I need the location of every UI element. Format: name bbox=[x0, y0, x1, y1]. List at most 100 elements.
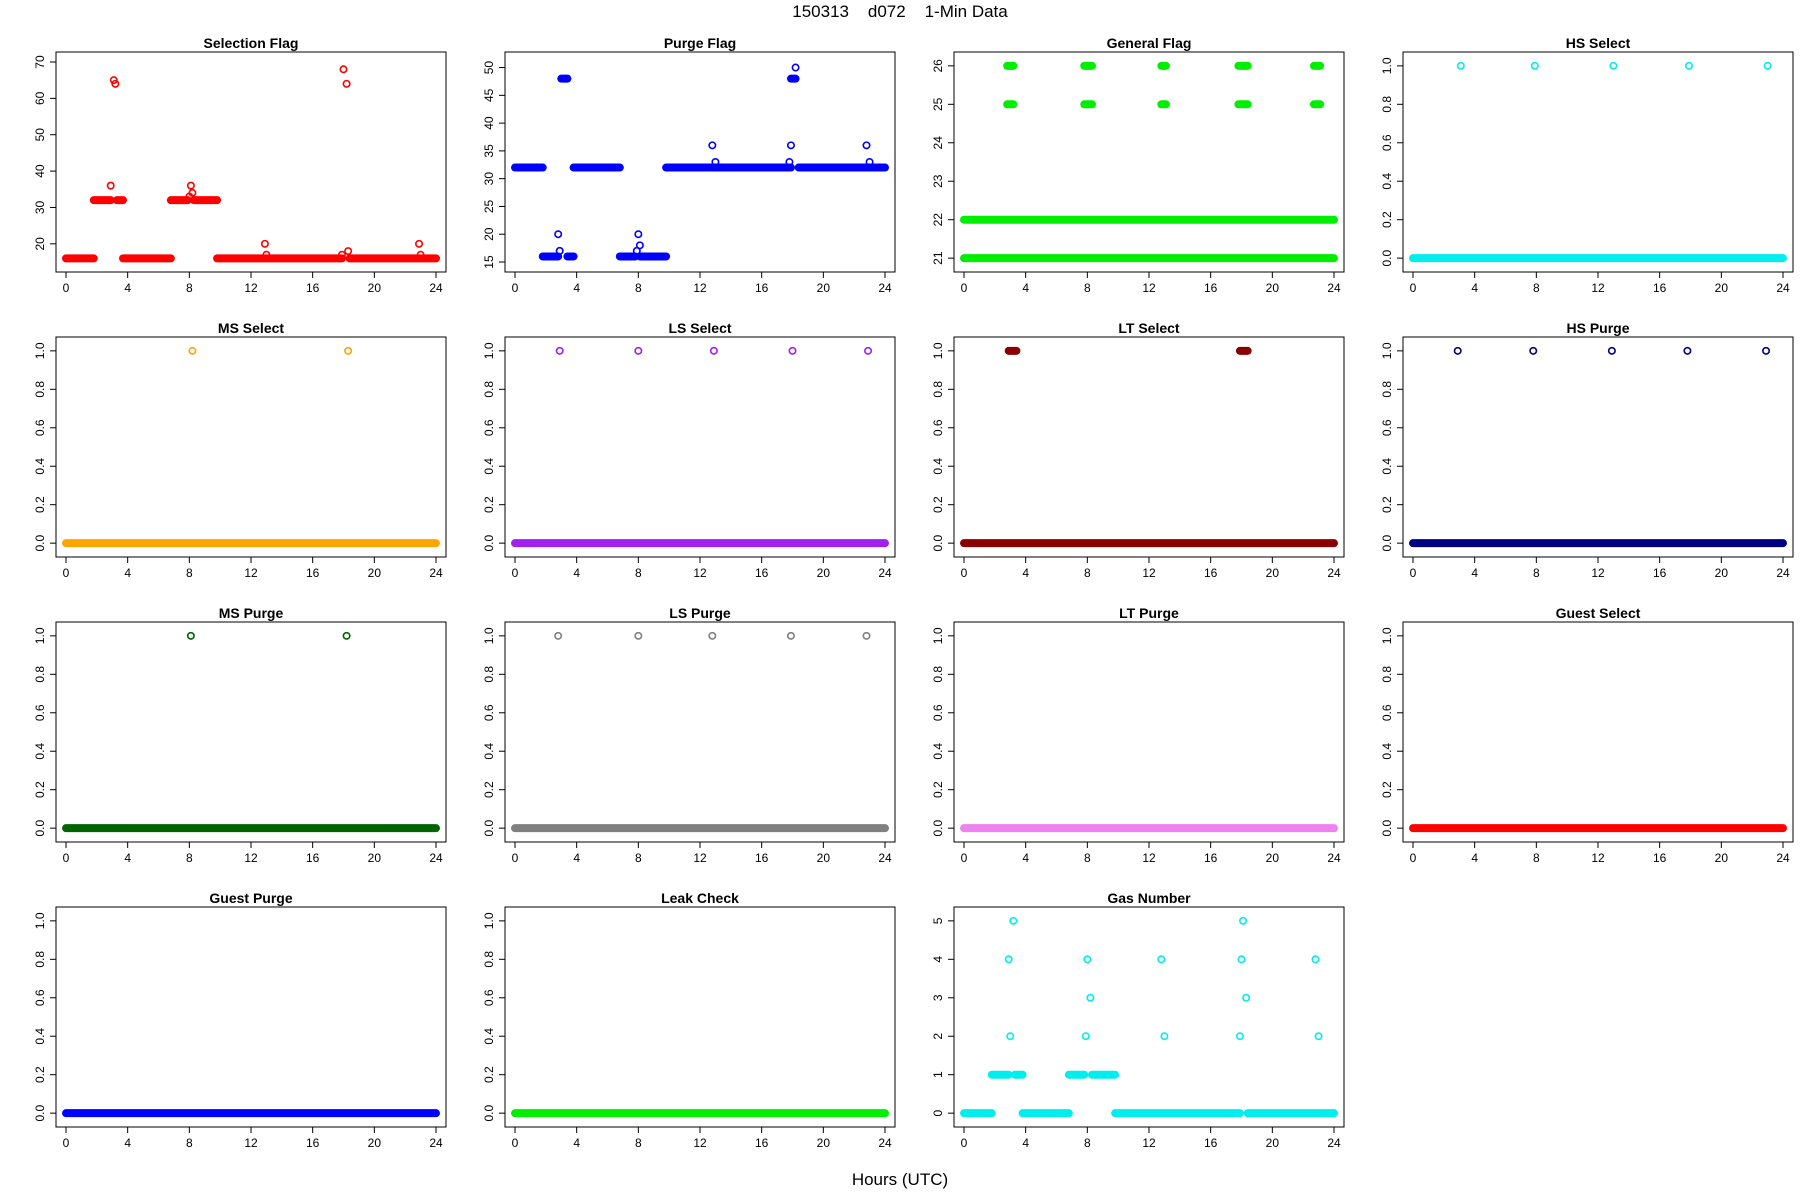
data-point bbox=[786, 141, 795, 150]
data-point bbox=[1684, 61, 1693, 70]
x-tick-label: 20 bbox=[1715, 281, 1729, 295]
data-point bbox=[415, 239, 424, 248]
x-tick-label: 12 bbox=[1142, 281, 1156, 295]
panel-title: LT Purge bbox=[1119, 605, 1179, 621]
x-tick-label: 4 bbox=[573, 281, 580, 295]
data-point bbox=[1242, 993, 1251, 1002]
data-point bbox=[111, 79, 120, 88]
y-tick-label: 4 bbox=[931, 956, 945, 963]
y-tick-label: 0.6 bbox=[482, 989, 496, 1006]
x-tick-label: 24 bbox=[1327, 851, 1341, 865]
panel-ls-select: LS Select 0 4 8 12 16 20 24 0.0 0.2 0.4 0.6 0.8 1.0 bbox=[482, 320, 896, 580]
y-tick-label: 22 bbox=[931, 213, 945, 227]
plot-frame bbox=[953, 621, 1345, 843]
panel-title: Guest Select bbox=[1556, 605, 1641, 621]
x-tick-label: 24 bbox=[1327, 281, 1341, 295]
y-tick-label: 1.0 bbox=[33, 627, 47, 644]
x-tick-label: 4 bbox=[1022, 851, 1029, 865]
data-point bbox=[1237, 955, 1246, 964]
plot-frame bbox=[1402, 51, 1794, 273]
data-point bbox=[1453, 346, 1462, 355]
panel-selection-flag: Selection Flag 0 4 8 12 16 20 24 20 30 40 50 60 70 bbox=[33, 35, 447, 295]
y-tick-label: 70 bbox=[33, 55, 47, 69]
x-tick-label: 24 bbox=[878, 566, 892, 580]
data-point bbox=[864, 346, 873, 355]
data-point bbox=[344, 247, 353, 256]
x-tick-label: 24 bbox=[1776, 566, 1790, 580]
x-tick-label: 20 bbox=[368, 1136, 382, 1150]
y-tick-label: 0.4 bbox=[482, 743, 496, 760]
y-tick-label: 23 bbox=[931, 174, 945, 188]
y-tick-label: 0.4 bbox=[482, 1028, 496, 1045]
x-tick-label: 16 bbox=[306, 1136, 320, 1150]
data-point bbox=[262, 250, 271, 259]
x-tick-label: 0 bbox=[512, 1136, 519, 1150]
y-tick-label: 0.6 bbox=[1380, 134, 1394, 151]
x-tick-label: 20 bbox=[1266, 851, 1280, 865]
x-tick-label: 20 bbox=[1266, 1136, 1280, 1150]
x-tick-label: 24 bbox=[429, 566, 443, 580]
x-tick-label: 16 bbox=[755, 566, 769, 580]
panel-guest-select: Guest Select 0 4 8 12 16 20 24 0.0 0.2 0.4 0.6 0.8 1.… bbox=[1380, 605, 1794, 865]
data-point bbox=[791, 63, 800, 72]
panel-lt-select: LT Select 0 4 8 12 16 20 24 0.0 0.2 0.4 0.6 0.8 1.0 bbox=[931, 320, 1345, 580]
y-tick-label: 30 bbox=[33, 200, 47, 214]
y-tick-label: 0.8 bbox=[1380, 666, 1394, 683]
panel-title: Gas Number bbox=[1107, 890, 1191, 906]
panel-ms-purge: MS Purge 0 4 8 12 16 20 24 0.0 0.2 0.4 0.6 0.8 1.0 bbox=[33, 605, 447, 865]
y-tick-label: 1.0 bbox=[1380, 57, 1394, 74]
x-tick-label: 0 bbox=[63, 1136, 70, 1150]
x-tick-label: 8 bbox=[186, 1136, 193, 1150]
y-tick-label: 0.2 bbox=[1380, 781, 1394, 798]
y-tick-label: 0.8 bbox=[33, 381, 47, 398]
x-tick-label: 16 bbox=[755, 1136, 769, 1150]
y-tick-label: 0.4 bbox=[931, 458, 945, 475]
x-tick-label: 4 bbox=[124, 281, 131, 295]
y-tick-label: 1.0 bbox=[931, 627, 945, 644]
x-tick-label: 4 bbox=[1471, 851, 1478, 865]
data-point bbox=[711, 158, 720, 167]
data-point bbox=[862, 141, 871, 150]
x-tick-label: 16 bbox=[1204, 566, 1218, 580]
x-tick-label: 20 bbox=[817, 281, 831, 295]
x-tick-label: 4 bbox=[1022, 566, 1029, 580]
y-tick-label: 0.2 bbox=[33, 496, 47, 513]
x-tick-label: 16 bbox=[1204, 1136, 1218, 1150]
data-point bbox=[1607, 346, 1616, 355]
y-tick-label: 0.0 bbox=[1380, 534, 1394, 551]
x-tick-label: 12 bbox=[244, 566, 258, 580]
x-tick-label: 4 bbox=[573, 566, 580, 580]
x-tick-label: 0 bbox=[63, 566, 70, 580]
y-tick-label: 1.0 bbox=[1380, 627, 1394, 644]
plot-frame bbox=[55, 51, 447, 273]
data-point bbox=[634, 230, 643, 239]
data-point bbox=[1530, 61, 1539, 70]
y-tick-label: 0.4 bbox=[931, 743, 945, 760]
y-tick-label: 0.8 bbox=[33, 666, 47, 683]
y-tick-label: 0.6 bbox=[1380, 419, 1394, 436]
data-point bbox=[709, 346, 718, 355]
x-tick-label: 12 bbox=[1142, 1136, 1156, 1150]
x-tick-label: 8 bbox=[1084, 566, 1091, 580]
data-point bbox=[555, 346, 564, 355]
x-tick-label: 4 bbox=[573, 851, 580, 865]
y-tick-label: 0.2 bbox=[482, 496, 496, 513]
panel-hs-select: HS Select 0 4 8 12 16 20 24 0.0 0.2 0.4 0.6 0.8 1.0 bbox=[1380, 35, 1794, 295]
y-tick-label: 25 bbox=[931, 97, 945, 111]
y-tick-label: 0.4 bbox=[1380, 458, 1394, 475]
x-tick-label: 20 bbox=[1715, 566, 1729, 580]
x-tick-label: 8 bbox=[1533, 281, 1540, 295]
data-point bbox=[634, 631, 643, 640]
data-point bbox=[786, 631, 795, 640]
y-tick-label: 0.8 bbox=[482, 951, 496, 968]
x-tick-label: 0 bbox=[512, 851, 519, 865]
data-point bbox=[1763, 61, 1772, 70]
panel-ls-purge: LS Purge 0 4 8 12 16 20 24 0.0 0.2 0.4 0.6 0.8 1.0 bbox=[482, 605, 896, 865]
panel-hs-purge: HS Purge 0 4 8 12 16 20 24 0.0 0.2 0.4 0.6 0.8 1.0 bbox=[1380, 320, 1794, 580]
plot-frame bbox=[953, 906, 1345, 1128]
x-tick-label: 8 bbox=[635, 851, 642, 865]
y-tick-label: 50 bbox=[33, 128, 47, 142]
y-tick-label: 0.4 bbox=[482, 458, 496, 475]
y-tick-label: 0.6 bbox=[931, 419, 945, 436]
y-tick-label: 0.8 bbox=[931, 381, 945, 398]
